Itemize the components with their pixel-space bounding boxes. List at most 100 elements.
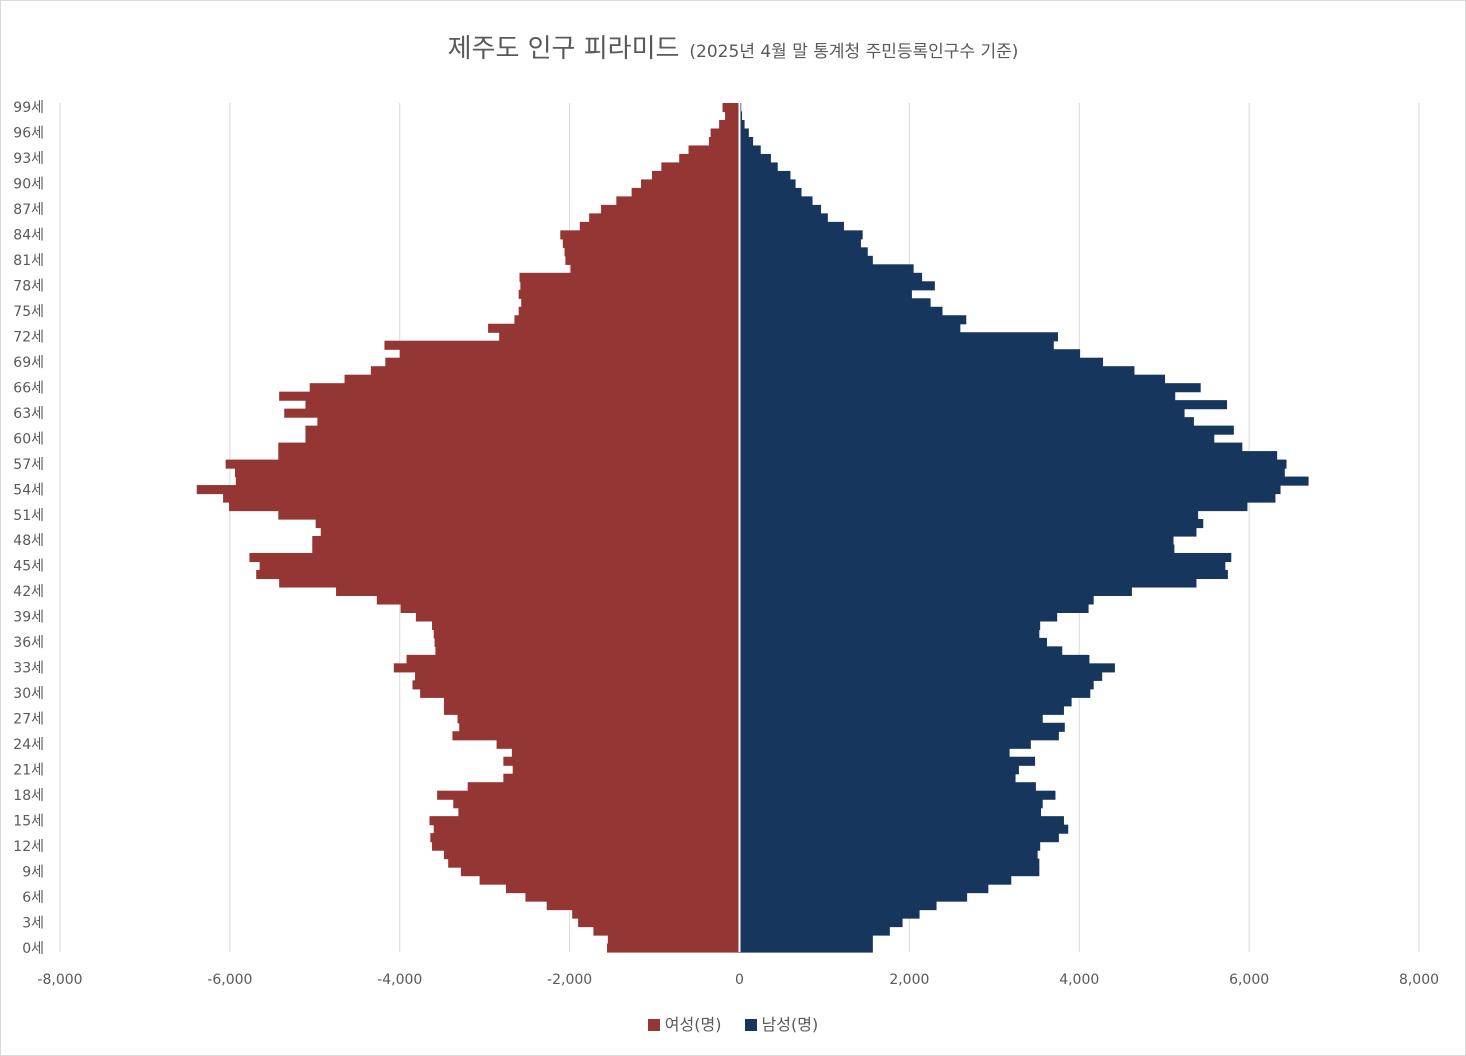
bar-male-age-50	[739, 519, 1204, 529]
bar-female-age-16	[458, 807, 740, 817]
bar-female-age-68	[370, 366, 740, 376]
y-tick-label-20: 60세	[13, 431, 44, 447]
bar-female-age-65	[279, 391, 740, 401]
y-tick-label-25: 75세	[13, 304, 44, 320]
bar-female-age-75	[518, 306, 740, 316]
legend-swatch-female	[647, 1019, 660, 1031]
bar-male-age-61	[739, 425, 1234, 435]
bar-female-age-51	[278, 510, 740, 520]
chart-subtitle: (2025년 4월 말 통계청 주민등록인구수 기준)	[689, 42, 1019, 62]
bar-female-age-89	[631, 187, 740, 197]
bar-female-age-64	[305, 400, 740, 410]
bar-male-age-56	[739, 468, 1285, 478]
bar-female-age-85	[579, 221, 740, 231]
bar-female-age-78	[520, 281, 740, 291]
bar-female-age-52	[229, 502, 740, 512]
bar-male-age-29	[739, 697, 1072, 707]
bar-female-age-33	[393, 663, 740, 673]
legend-swatch-male	[744, 1019, 757, 1031]
bar-female-age-4	[572, 909, 740, 919]
bar-male-age-84	[739, 230, 863, 240]
bar-male-age-40	[739, 603, 1089, 613]
legend-label-female: 여성(명)	[664, 1015, 722, 1034]
bar-female-age-27	[457, 714, 740, 724]
bar-female-age-9	[460, 867, 740, 877]
bar-male-age-4	[739, 909, 920, 919]
bar-male-age-5	[739, 901, 937, 911]
bar-male-age-39	[739, 612, 1058, 622]
bar-female-age-53	[223, 493, 740, 503]
bar-male-age-80	[739, 264, 914, 274]
bar-male-age-82	[739, 247, 868, 257]
legend-item-male: 남성(명)	[744, 1011, 818, 1035]
bar-male-age-6	[739, 892, 968, 902]
bar-male-age-66	[739, 383, 1201, 393]
bar-male-age-70	[739, 349, 1081, 359]
bar-male-age-46	[739, 552, 1232, 563]
bar-male-age-30	[739, 688, 1091, 698]
bar-female-age-76	[521, 298, 740, 308]
bar-female-age-12	[432, 841, 740, 851]
bar-male-age-72	[739, 332, 1059, 342]
x-tick-label-6: 4,000	[1059, 972, 1099, 988]
bar-male-age-37	[739, 629, 1040, 639]
bar-female-age-19	[467, 782, 740, 792]
bar-female-age-44	[256, 569, 740, 580]
bar-female-age-5	[546, 901, 740, 911]
bar-male-age-77	[739, 289, 912, 299]
bar-female-age-45	[259, 561, 740, 571]
bar-female-age-29	[443, 697, 740, 707]
y-tick-label-6: 18세	[13, 788, 44, 804]
bar-male-age-42	[739, 586, 1132, 597]
y-tick-label-26: 78세	[13, 279, 44, 295]
bar-male-age-51	[739, 510, 1199, 520]
y-tick-label-0: 0세	[22, 941, 44, 957]
bar-male-age-97	[739, 119, 745, 130]
bar-male-age-23	[739, 748, 1010, 758]
bar-male-age-22	[739, 756, 1036, 766]
bar-male-age-3	[739, 918, 903, 928]
bar-female-age-23	[511, 748, 740, 758]
bar-female-age-95	[708, 136, 740, 147]
bar-female-age-77	[518, 289, 740, 299]
bar-female-age-40	[400, 603, 740, 613]
y-tick-label-18: 54세	[13, 482, 44, 498]
bar-female-age-54	[196, 485, 740, 495]
bar-male-age-38	[739, 620, 1041, 630]
bar-female-age-47	[312, 544, 740, 554]
bar-male-age-54	[739, 485, 1281, 495]
bar-female-age-2	[593, 926, 740, 936]
bar-male-age-27	[739, 714, 1043, 724]
bar-male-age-48	[739, 535, 1174, 546]
bar-male-age-58	[739, 451, 1278, 461]
bar-male-age-45	[739, 561, 1226, 571]
bar-female-age-20	[503, 773, 740, 783]
bar-male-age-83	[739, 238, 861, 248]
bar-female-age-74	[514, 315, 740, 325]
y-tick-label-15: 45세	[13, 559, 44, 575]
bar-female-age-24	[496, 739, 740, 749]
bar-male-age-2	[739, 926, 890, 936]
bar-male-age-96	[739, 128, 749, 138]
bar-male-age-33	[739, 663, 1115, 673]
bar-male-age-67	[739, 374, 1166, 384]
bar-male-age-20	[739, 773, 1016, 783]
bar-male-age-95	[739, 136, 754, 147]
bar-male-age-63	[739, 408, 1185, 418]
bar-female-age-3	[578, 918, 740, 928]
bar-male-age-9	[739, 867, 1040, 877]
bar-female-age-11	[443, 850, 740, 860]
bar-male-age-87	[739, 204, 822, 214]
bar-female-age-55	[235, 476, 740, 486]
y-tick-label-11: 33세	[13, 661, 44, 677]
bar-female-age-92	[661, 162, 740, 172]
y-tick-label-33: 99세	[13, 100, 44, 116]
bar-female-age-18	[437, 790, 740, 800]
y-tick-label-23: 69세	[13, 355, 44, 371]
x-tick-label-0: -8,000	[37, 972, 82, 988]
y-tick-label-9: 27세	[13, 712, 44, 728]
bar-male-age-32	[739, 671, 1103, 681]
y-tick-label-28: 84세	[13, 228, 44, 244]
x-tick-label-3: -2,000	[547, 972, 592, 988]
bar-female-age-69	[385, 357, 740, 367]
